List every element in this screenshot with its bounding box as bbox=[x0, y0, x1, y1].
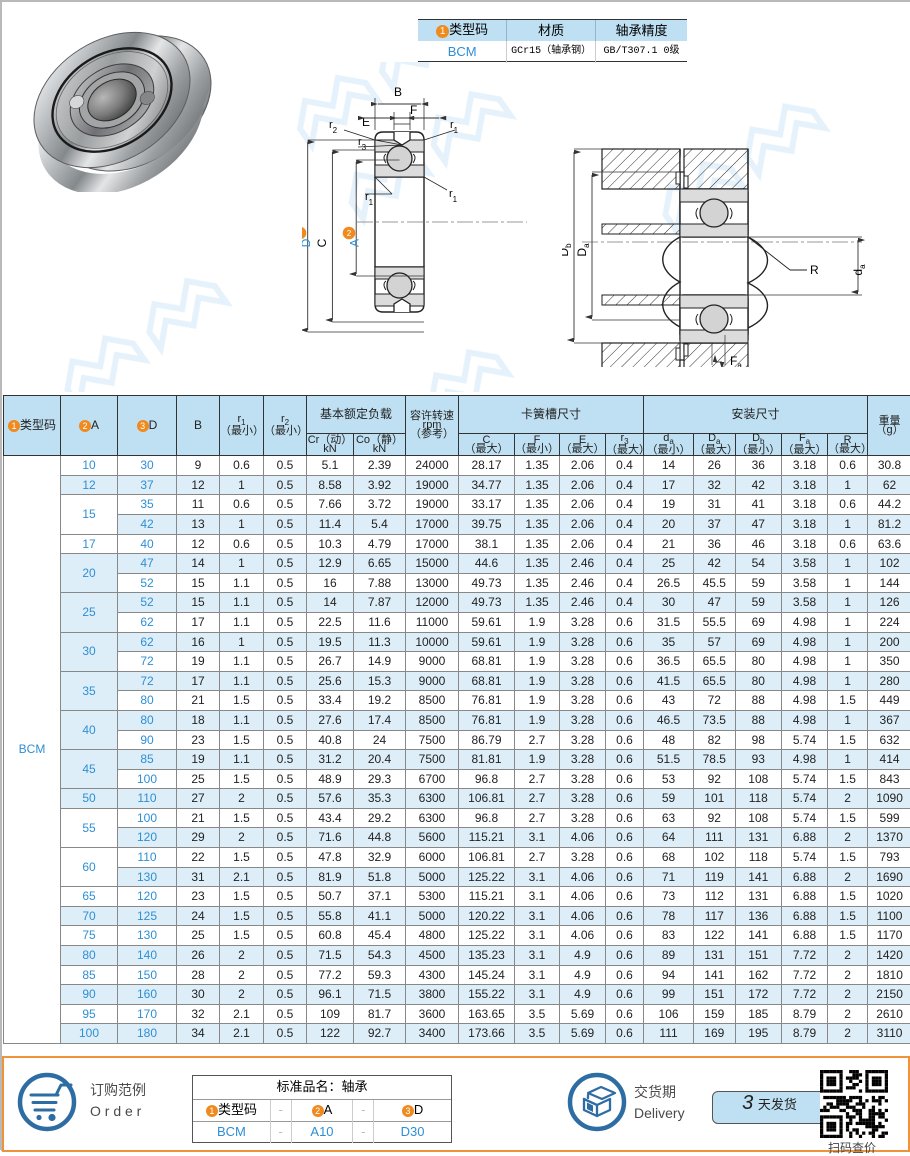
svg-text:C: C bbox=[315, 238, 329, 247]
svg-text:r1: r1 bbox=[450, 119, 459, 135]
svg-text:Da: Da bbox=[575, 243, 591, 257]
svg-text:r2: r2 bbox=[329, 119, 338, 135]
svg-text:F: F bbox=[410, 103, 417, 117]
svg-text:r1: r1 bbox=[365, 191, 374, 207]
svg-text:r3: r3 bbox=[358, 136, 367, 152]
svg-text:da: da bbox=[851, 264, 867, 276]
svg-text:D: D bbox=[302, 238, 313, 247]
svg-text:Db: Db bbox=[562, 243, 573, 257]
svg-text:2: 2 bbox=[347, 229, 352, 238]
svg-text:E: E bbox=[362, 115, 370, 129]
svg-text:r1: r1 bbox=[449, 188, 458, 204]
svg-text:B: B bbox=[394, 85, 402, 99]
svg-text:R: R bbox=[810, 263, 819, 277]
svg-text:A: A bbox=[348, 239, 362, 247]
